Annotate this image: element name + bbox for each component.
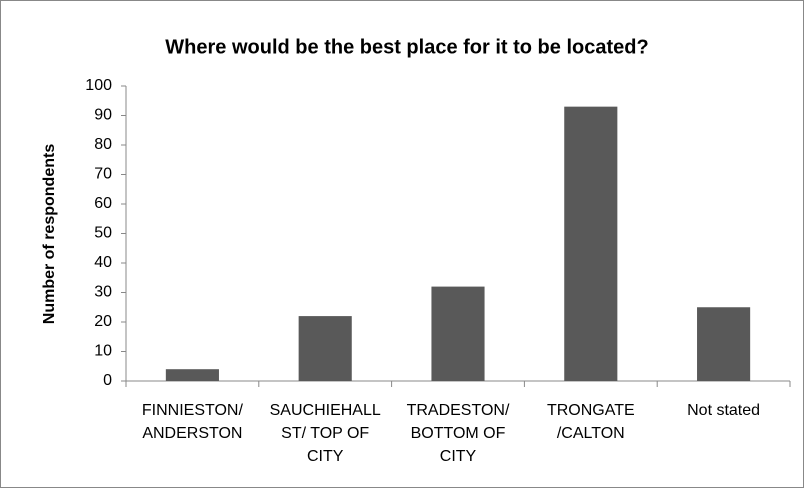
x-tick-label: FINNIESTON/ ANDERSTON [141, 402, 243, 442]
y-tick-label: 40 [94, 254, 112, 271]
y-tick-label: 30 [94, 284, 112, 301]
y-tick-label: 100 [85, 77, 112, 94]
chart-title: Where would be the best place for it to … [165, 36, 648, 58]
bar [431, 286, 485, 381]
y-tick-label: 50 [94, 225, 112, 242]
y-axis-label: Number of respondents [41, 144, 58, 325]
x-tick-label: Not stated [687, 402, 761, 419]
y-tick-label: 80 [94, 136, 112, 153]
bar [165, 369, 219, 381]
x-tick-label: TRONGATE /CALTON [546, 402, 635, 442]
y-tick-label: 70 [94, 166, 112, 183]
y-tick-label: 60 [94, 195, 112, 212]
y-tick-label: 90 [94, 107, 112, 124]
y-tick-label: 10 [94, 343, 112, 360]
bar [564, 106, 618, 382]
y-tick-label: 0 [103, 372, 112, 389]
bar [298, 316, 352, 381]
x-tick-label: SAUCHIEHALL ST/ TOP OF CITY [269, 402, 381, 465]
x-tick-label: TRADESTON/ BOTTOM OF CITY [406, 402, 510, 465]
y-tick-label: 20 [94, 313, 112, 330]
bar [697, 307, 751, 381]
